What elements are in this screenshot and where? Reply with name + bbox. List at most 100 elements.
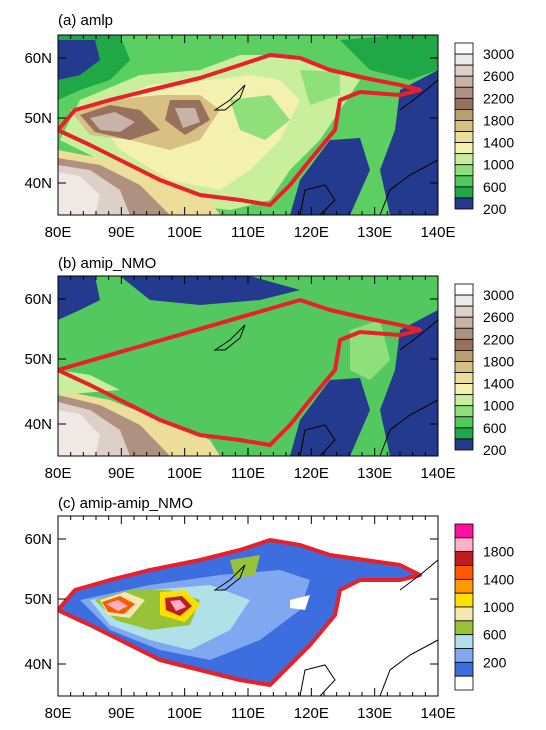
x-tick-label: 110E xyxy=(231,705,265,722)
colorbar-label: 200 xyxy=(483,654,507,670)
colorbars: 3000 2600 2200 1800 1400 1000 600 200 3000 2600 22… xyxy=(454,42,514,691)
colorbar-swatch xyxy=(454,565,474,580)
colorbar-swatch xyxy=(454,64,474,77)
axes-layer: 80E 90E 100E 110E 120E 130E 140E 60N 50N 40N 80E 90… xyxy=(24,35,456,722)
colorbar-swatch xyxy=(454,175,474,188)
colorbar-label: 1800 xyxy=(483,544,514,560)
colorbar-label: 3000 xyxy=(483,46,514,62)
colorbar-label: 1400 xyxy=(483,135,514,151)
panel-c-title: (c) amip-amip_NMO xyxy=(58,495,193,512)
colorbar-label: 600 xyxy=(483,627,507,643)
colorbar-swatch xyxy=(454,86,474,99)
colorbar-swatch xyxy=(454,131,474,144)
colorbar-label: 3000 xyxy=(483,287,514,303)
colorbar-swatch xyxy=(454,394,474,407)
colorbar-swatch xyxy=(454,120,474,132)
x-tick-label: 80E xyxy=(45,224,72,241)
y-tick-label: 40N xyxy=(24,416,52,433)
colorbar-label: 2200 xyxy=(483,331,514,347)
colorbar-swatch xyxy=(454,675,474,691)
panel-a-title: (a) amlp xyxy=(58,12,113,29)
panel-a: (a) amlp xyxy=(57,12,439,216)
colorbar-label: 1000 xyxy=(483,599,514,615)
colorbar-swatch xyxy=(454,109,474,121)
colorbar-swatch xyxy=(454,153,474,166)
colorbar-swatch xyxy=(454,97,474,110)
colorbar-swatch xyxy=(454,53,474,66)
colorbar-swatch xyxy=(454,186,474,199)
x-tick-label: 120E xyxy=(294,705,329,722)
y-tick-label: 40N xyxy=(24,656,52,673)
x-tick-label: 90E xyxy=(108,705,135,722)
panel-b-title: (b) amip_NMO xyxy=(58,255,156,272)
x-tick-label: 130E xyxy=(357,705,392,722)
x-tick-label: 140E xyxy=(420,465,455,482)
colorbar-swatch xyxy=(454,338,474,351)
colorbar-label: 1400 xyxy=(483,571,514,587)
colorbar-swatch xyxy=(454,361,474,373)
colorbar-label: 200 xyxy=(483,442,507,458)
colorbar-swatch xyxy=(454,634,474,649)
x-tick-label: 100E xyxy=(167,465,202,482)
colorbar-swatch xyxy=(454,648,474,663)
colorbar-swatch xyxy=(454,416,474,429)
colorbar-swatch xyxy=(454,327,474,340)
colorbar-swatch xyxy=(454,405,474,418)
x-tick-label: 140E xyxy=(420,224,455,241)
colorbar-swatch xyxy=(454,427,474,440)
y-tick-label: 60N xyxy=(24,291,52,308)
y-tick-label: 50N xyxy=(24,591,52,608)
panel-b: (b) amip_NMO xyxy=(57,255,439,457)
x-tick-label: 110E xyxy=(231,224,265,241)
colorbar-swatch xyxy=(454,349,474,362)
colorbar-label: 600 xyxy=(483,420,507,436)
x-tick-label: 90E xyxy=(108,224,135,241)
colorbar-label: 2600 xyxy=(483,309,514,325)
x-tick-label: 130E xyxy=(357,465,392,482)
panel-a-map xyxy=(58,35,438,215)
colorbar-label: 1000 xyxy=(483,157,514,173)
colorbar-label: 2600 xyxy=(483,68,514,84)
x-tick-label: 120E xyxy=(294,465,329,482)
colorbar-swatch xyxy=(454,606,474,622)
colorbar-label: 1400 xyxy=(483,376,514,392)
colorbar-swatch xyxy=(454,75,474,88)
colorbar-swatch xyxy=(454,551,474,566)
colorbar-swatch xyxy=(454,305,474,318)
x-tick-label: 80E xyxy=(45,465,72,482)
colorbar-swatch xyxy=(454,620,474,636)
colorbar-swatch xyxy=(454,142,474,155)
colorbar-swatch xyxy=(454,197,474,210)
y-tick-label: 60N xyxy=(24,531,52,548)
panel-c: (c) amip-amip_NMO xyxy=(57,495,439,697)
colorbar-swatch xyxy=(454,523,474,539)
colorbar-swatch xyxy=(454,438,474,451)
y-tick-label: 50N xyxy=(24,351,52,368)
colorbar-swatch xyxy=(454,316,474,329)
x-tick-label: 110E xyxy=(231,465,265,482)
y-tick-label: 60N xyxy=(24,50,52,67)
x-tick-label: 90E xyxy=(108,465,135,482)
colorbar-label: 1800 xyxy=(483,112,514,128)
colorbar-label: 200 xyxy=(483,201,507,217)
colorbar-swatch xyxy=(454,537,474,553)
y-tick-label: 40N xyxy=(24,175,52,192)
y-tick-label: 50N xyxy=(24,110,52,127)
colorbar-swatch xyxy=(454,294,474,307)
colorbar-swatch xyxy=(454,372,474,384)
x-tick-label: 140E xyxy=(420,705,455,722)
colorbar-label: 1000 xyxy=(483,398,514,414)
colorbar-label: 600 xyxy=(483,179,507,195)
colorbar-swatch xyxy=(454,283,474,296)
colorbar-swatch xyxy=(454,661,474,677)
colorbar-swatch xyxy=(454,578,474,594)
colorbar-swatch xyxy=(454,164,474,177)
x-tick-label: 130E xyxy=(357,224,392,241)
colorbar-swatch xyxy=(454,42,474,55)
panel-b-map xyxy=(58,276,438,456)
x-tick-label: 120E xyxy=(294,224,329,241)
x-tick-label: 80E xyxy=(45,705,72,722)
x-tick-label: 100E xyxy=(167,705,202,722)
colorbar-label: 1800 xyxy=(483,353,514,369)
